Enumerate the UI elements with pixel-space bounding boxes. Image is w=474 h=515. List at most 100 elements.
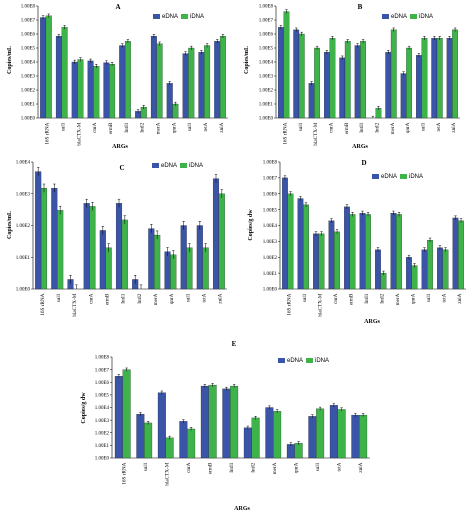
panel-title: D [361, 159, 366, 167]
bar-edna [222, 388, 231, 459]
y-tick-label: 1.00E6 [259, 33, 274, 38]
bar-idna [458, 220, 464, 290]
y-tick-label: 1.00E6 [263, 192, 278, 197]
y-tick-label: 1.00E2 [21, 89, 36, 94]
y-tick-label: 1.00E2 [259, 89, 274, 94]
x-tick-label: ermB [105, 293, 111, 305]
x-tick-label: tetA [337, 462, 343, 471]
x-tick-label: sul1 [185, 293, 191, 302]
bar-edna [308, 416, 317, 459]
bar-idna [219, 36, 226, 119]
bar-idna [89, 206, 96, 290]
bar-edna [308, 83, 315, 119]
y-tick-label: 1.00E4 [95, 406, 110, 411]
x-tick-label: znlA [219, 122, 225, 132]
bar-edna [278, 27, 284, 119]
bar-idna [406, 47, 412, 119]
y-tick-label: 1.00E2 [16, 224, 31, 229]
y-tick-label: 1.00E3 [263, 240, 278, 245]
y-tick-label: 1.00E6 [21, 33, 36, 38]
legend-swatch [306, 358, 313, 363]
legend: eDNA iDNA [278, 358, 329, 364]
legend-swatch [180, 163, 187, 168]
legend-swatch [153, 14, 160, 19]
bar-idna [344, 41, 351, 119]
legend-label: iDNA [190, 14, 204, 20]
bar-idna [365, 214, 371, 290]
x-tick-label: merA [156, 122, 162, 134]
legend-label: iDNA [419, 14, 433, 20]
bar-edna [390, 213, 397, 290]
legend: eDNA iDNA [372, 174, 423, 180]
bar-idna [187, 428, 196, 459]
x-tick-label: qnrA [171, 122, 177, 133]
legend-label: eDNA [391, 14, 407, 20]
y-tick-label: 1.00E1 [259, 103, 274, 108]
bar-edna [212, 178, 220, 290]
bar-edna [416, 55, 422, 119]
bar-idna [186, 247, 193, 290]
bar-idna [421, 38, 428, 119]
x-tick-label: sul1 [420, 122, 426, 131]
x-tick-label: znlA [451, 122, 457, 132]
bar-edna [339, 57, 346, 119]
x-tick-label: qnrA [169, 293, 175, 304]
y-tick-label: 1.00E4 [259, 61, 274, 66]
x-tick-label: ermB [208, 462, 214, 474]
x-tick-label: blaCTX-M [165, 462, 171, 485]
bar-edna [446, 38, 453, 119]
y-tick-label: 1.00E4 [263, 224, 278, 229]
legend-label: iDNA [315, 358, 329, 364]
y-tick-label: 1.00E3 [16, 192, 31, 197]
x-tick-label: IntI2 [380, 293, 386, 303]
bar-edna [359, 213, 366, 290]
y-tick-label: 1.00E7 [263, 177, 278, 182]
x-tick-label: sul1 [426, 293, 432, 302]
y-tick-label: 1.00E7 [259, 19, 274, 24]
y-tick-label: 1.00E5 [95, 394, 110, 399]
bar-edna [196, 225, 203, 290]
bar-idna [380, 273, 387, 290]
bar-idna [359, 414, 368, 459]
bar-idna [202, 247, 209, 290]
bar-edna [119, 45, 126, 119]
bar-idna [287, 193, 294, 290]
bar-idna [294, 443, 303, 459]
bar-idna [298, 33, 305, 119]
bar-idna [283, 11, 290, 119]
bar-edna [157, 392, 166, 459]
y-tick-label: 1.00E0 [16, 288, 31, 293]
x-tick-label: IntI2 [251, 462, 257, 472]
legend-swatch [372, 174, 379, 179]
bar-edna [400, 73, 407, 119]
bar-idna [45, 15, 52, 119]
bar-edna [103, 62, 110, 119]
legend-swatch [400, 174, 407, 179]
legend: eDNA iDNA [152, 163, 203, 169]
bar-idna [40, 188, 48, 290]
chart-panel-C: C 1.00E0 1.00E1 1.00E2 1.00E3 1.00E4 16S rRNA s… [7, 161, 227, 317]
bar-idna [156, 43, 163, 119]
bar-edna [437, 247, 443, 290]
legend-label: eDNA [161, 163, 177, 169]
panel-title: A [115, 3, 120, 11]
bar-edna [354, 45, 361, 119]
bar-edna [83, 203, 90, 290]
bar-edna [148, 228, 155, 290]
x-tick-label: IntI2 [140, 122, 146, 132]
y-tick-label: 1.00E1 [16, 256, 31, 261]
x-tick-label: IntI2 [137, 293, 143, 303]
bar-idna [349, 214, 356, 290]
bar-edna [282, 177, 288, 290]
x-tick-label: sul1 [315, 462, 321, 471]
bar-idna [61, 27, 68, 119]
x-tick-label: blaCTX-M [313, 122, 319, 145]
x-tick-label: merA [390, 122, 396, 134]
bar-edna [293, 29, 300, 119]
bar-idna [170, 254, 177, 290]
x-tick-label: tetA [442, 293, 448, 302]
x-tick-label: cnrA [186, 462, 192, 473]
x-tick-label: 16S rRNA [282, 122, 288, 144]
x-tick-label: IntI2 [374, 122, 380, 132]
